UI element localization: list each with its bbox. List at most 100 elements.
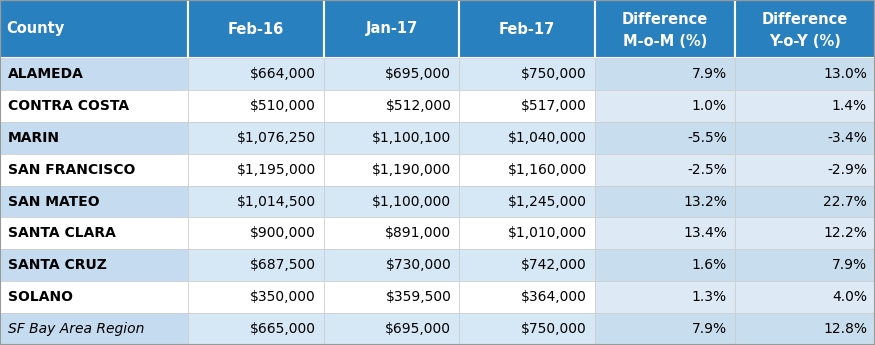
Text: $891,000: $891,000	[385, 226, 452, 240]
Bar	[324, 154, 459, 186]
Bar	[0, 122, 188, 154]
Text: ALAMEDA: ALAMEDA	[8, 67, 84, 81]
Text: SAN FRANCISCO: SAN FRANCISCO	[8, 162, 136, 177]
Bar	[324, 186, 459, 217]
Bar	[459, 0, 595, 58]
Text: SF Bay Area Region: SF Bay Area Region	[8, 322, 144, 336]
Bar	[459, 122, 595, 154]
Bar	[459, 249, 595, 281]
Bar	[735, 249, 875, 281]
Bar	[0, 249, 188, 281]
Text: SANTA CRUZ: SANTA CRUZ	[8, 258, 107, 272]
Bar	[0, 154, 188, 186]
Text: 13.2%: 13.2%	[683, 195, 727, 208]
Bar	[0, 281, 188, 313]
Text: $1,014,500: $1,014,500	[236, 195, 316, 208]
Text: $664,000: $664,000	[249, 67, 316, 81]
Text: $750,000: $750,000	[522, 322, 587, 336]
Bar	[188, 90, 324, 122]
Bar	[0, 186, 188, 217]
Text: $350,000: $350,000	[250, 290, 316, 304]
Bar	[0, 217, 188, 249]
Text: 1.6%: 1.6%	[692, 258, 727, 272]
Bar	[324, 281, 459, 313]
Text: 12.8%: 12.8%	[823, 322, 867, 336]
Bar	[595, 154, 735, 186]
Bar	[459, 154, 595, 186]
Text: $1,100,000: $1,100,000	[372, 195, 452, 208]
Text: $687,500: $687,500	[249, 258, 316, 272]
Text: $730,000: $730,000	[386, 258, 452, 272]
Bar	[324, 249, 459, 281]
Text: 13.0%: 13.0%	[823, 67, 867, 81]
Text: -5.5%: -5.5%	[687, 131, 727, 145]
Bar	[188, 154, 324, 186]
Bar	[735, 217, 875, 249]
Bar	[188, 0, 324, 58]
Text: Y-o-Y (%): Y-o-Y (%)	[769, 34, 841, 49]
Bar	[324, 217, 459, 249]
Bar	[459, 90, 595, 122]
Bar	[0, 90, 188, 122]
Text: Difference: Difference	[622, 12, 708, 27]
Text: MARIN: MARIN	[8, 131, 60, 145]
Bar	[0, 58, 188, 90]
Bar	[459, 186, 595, 217]
Text: Feb-16: Feb-16	[228, 21, 284, 37]
Bar	[188, 186, 324, 217]
Text: Feb-17: Feb-17	[499, 21, 556, 37]
Text: $1,195,000: $1,195,000	[236, 162, 316, 177]
Bar	[595, 90, 735, 122]
Bar	[595, 249, 735, 281]
Bar	[595, 281, 735, 313]
Text: $1,076,250: $1,076,250	[236, 131, 316, 145]
Text: 12.2%: 12.2%	[823, 226, 867, 240]
Bar	[735, 281, 875, 313]
Text: 7.9%: 7.9%	[692, 322, 727, 336]
Text: SOLANO: SOLANO	[8, 290, 73, 304]
Text: $512,000: $512,000	[386, 99, 452, 113]
Text: $1,160,000: $1,160,000	[507, 162, 587, 177]
Text: SAN MATEO: SAN MATEO	[8, 195, 100, 208]
Text: $1,010,000: $1,010,000	[507, 226, 587, 240]
Bar	[735, 186, 875, 217]
Bar	[735, 58, 875, 90]
Text: $1,100,100: $1,100,100	[372, 131, 452, 145]
Text: 1.0%: 1.0%	[692, 99, 727, 113]
Bar	[324, 90, 459, 122]
Text: $510,000: $510,000	[250, 99, 316, 113]
Text: $665,000: $665,000	[249, 322, 316, 336]
Text: Difference: Difference	[762, 12, 848, 27]
Bar	[735, 90, 875, 122]
Text: $695,000: $695,000	[385, 67, 452, 81]
Bar	[0, 313, 188, 345]
Bar	[324, 122, 459, 154]
Text: 1.4%: 1.4%	[832, 99, 867, 113]
Bar	[188, 122, 324, 154]
Text: $517,000: $517,000	[522, 99, 587, 113]
Bar	[459, 313, 595, 345]
Text: CONTRA COSTA: CONTRA COSTA	[8, 99, 129, 113]
Bar	[188, 281, 324, 313]
Bar	[735, 0, 875, 58]
Bar	[595, 217, 735, 249]
Text: $695,000: $695,000	[385, 322, 452, 336]
Text: Jan-17: Jan-17	[366, 21, 417, 37]
Bar	[595, 58, 735, 90]
Bar	[735, 313, 875, 345]
Text: 13.4%: 13.4%	[683, 226, 727, 240]
Text: County: County	[6, 21, 64, 37]
Text: 1.3%: 1.3%	[692, 290, 727, 304]
Bar	[595, 0, 735, 58]
Bar	[324, 58, 459, 90]
Text: -3.4%: -3.4%	[827, 131, 867, 145]
Bar	[735, 154, 875, 186]
Text: M-o-M (%): M-o-M (%)	[623, 34, 707, 49]
Text: $364,000: $364,000	[522, 290, 587, 304]
Text: $1,190,000: $1,190,000	[372, 162, 452, 177]
Text: $359,500: $359,500	[386, 290, 452, 304]
Text: 4.0%: 4.0%	[832, 290, 867, 304]
Bar	[735, 122, 875, 154]
Bar	[595, 186, 735, 217]
Text: 7.9%: 7.9%	[692, 67, 727, 81]
